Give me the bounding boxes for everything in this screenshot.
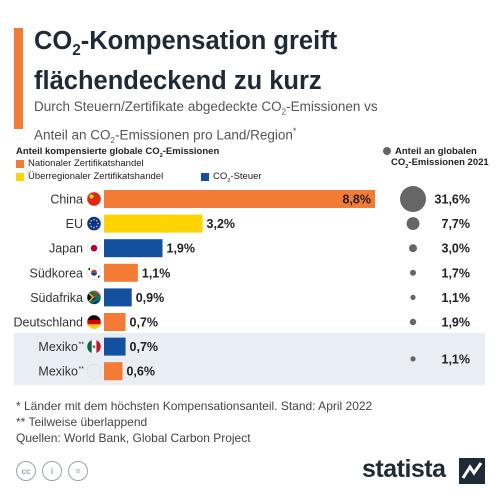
- bar-value-label: 0,6%: [126, 365, 154, 379]
- legend-right-title: Anteil an globalen CO2-Emissionen 2021: [383, 146, 489, 173]
- legend-national-label: Nationaler Zertifikatshandel: [28, 158, 144, 169]
- flag-mexico-icon: [86, 339, 102, 354]
- category-label: EU: [66, 217, 83, 231]
- flag-southafrica-icon: [86, 290, 102, 305]
- statista-logo-mark: [459, 458, 485, 484]
- footnote-1: * Länder mit dem höchsten Kompensationsa…: [16, 399, 373, 413]
- bar-value-label: 8,8%: [343, 193, 372, 207]
- bar-mexiko: [104, 337, 126, 356]
- share-dot: [409, 318, 417, 326]
- bar-mexiko: [104, 362, 123, 381]
- share-dot: [410, 356, 416, 362]
- flag-japan-icon: [86, 240, 102, 256]
- flag-germany-icon: [86, 314, 102, 330]
- category-label-mark: **: [79, 366, 85, 373]
- legend-supra-label: Überregionaler Zertifikatshandel: [28, 171, 164, 182]
- share-value-label: 1,1%: [442, 291, 471, 305]
- noderivs-icon[interactable]: =: [68, 461, 88, 481]
- sources: Quellen: World Bank, Global Carbon Proje…: [16, 431, 251, 445]
- accent-bar: [14, 28, 23, 129]
- category-label: Deutschland: [14, 316, 84, 330]
- bar-value-label: 1,9%: [167, 242, 196, 256]
- share-value-label: 1,9%: [442, 316, 471, 330]
- share-value-label: 3,0%: [442, 242, 471, 256]
- footnotes: * Länder mit dem höchsten Kompensationsa…: [16, 398, 372, 446]
- category-label: China: [50, 193, 83, 207]
- bar-value-label: 0,9%: [136, 291, 165, 305]
- legend-tax: CO2-Steuer: [201, 171, 262, 184]
- share-dot: [400, 186, 426, 212]
- category-label: Südafrika: [30, 291, 83, 305]
- share-dot: [410, 294, 416, 300]
- attribution-icon[interactable]: i: [42, 461, 62, 481]
- share-dot: [408, 244, 418, 253]
- legend-national-swatch: [16, 159, 24, 168]
- footnote-2: ** Teilweise überlappend: [16, 415, 148, 429]
- legend-left-title: Anteil kompensierte globale CO2-Emission…: [16, 146, 220, 159]
- bar-value-label: 0,7%: [130, 316, 159, 330]
- bar-südkorea: [104, 263, 138, 282]
- chart-subtitle: Durch Steuern/Zertifikate abgedeckte CO2…: [34, 99, 378, 145]
- legend-tax-label: CO2-Steuer: [213, 171, 262, 184]
- legend-dot: [383, 147, 391, 155]
- category-label: Mexiko: [38, 340, 78, 354]
- share-dot: [406, 217, 420, 231]
- share-value-label: 31,6%: [435, 193, 470, 207]
- bar-japan: [104, 239, 163, 258]
- share-value-label: 1,7%: [442, 266, 471, 280]
- flag-eu-icon: [86, 216, 102, 231]
- bar-china: [104, 190, 375, 208]
- category-label: Südkorea: [29, 266, 83, 280]
- category-label: Japan: [49, 242, 83, 256]
- category-label-mark: **: [79, 342, 85, 349]
- legend-tax-swatch: [201, 173, 209, 182]
- category-label: Mexiko: [38, 365, 78, 379]
- legend-supra-swatch: [16, 172, 24, 181]
- flag-korea-icon: [86, 265, 102, 281]
- flag-china-icon: [86, 191, 102, 207]
- bar-eu: [104, 214, 203, 233]
- license-icons: cc i =: [16, 461, 88, 481]
- bar-value-label: 0,7%: [130, 340, 159, 354]
- bar-deutschland: [104, 313, 126, 331]
- chart-title: CO2-Kompensation greift flächendeckend z…: [34, 27, 338, 96]
- flag-mexico-icon: [86, 363, 102, 379]
- legend-supra: Überregionaler Zertifikatshandel: [16, 171, 163, 182]
- share-dot: [409, 269, 417, 276]
- cc-icon[interactable]: cc: [16, 461, 36, 481]
- bar-value-label: 3,2%: [207, 217, 236, 231]
- bar-südafrika: [104, 288, 132, 307]
- statista-logo[interactable]: statista: [362, 455, 446, 483]
- share-value-label: 7,7%: [442, 217, 471, 231]
- legend-national: Nationaler Zertifikatshandel: [16, 158, 144, 169]
- bar-value-label: 1,1%: [142, 266, 171, 280]
- share-value-label: 1,1%: [442, 352, 471, 366]
